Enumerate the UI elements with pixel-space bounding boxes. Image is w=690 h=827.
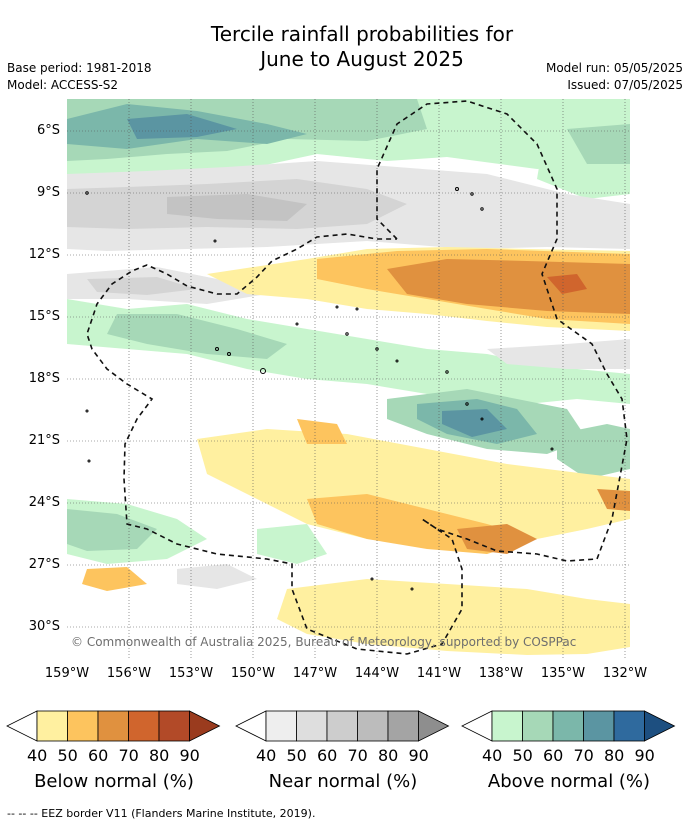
near-normal-regions bbox=[67, 161, 630, 589]
graticule bbox=[67, 99, 630, 660]
colorbar-right-extend bbox=[644, 710, 676, 742]
map-title: Tercile rainfall probabilities for June … bbox=[0, 22, 690, 72]
colorbar-segment bbox=[583, 710, 615, 742]
lon-label: 138°W bbox=[478, 666, 524, 681]
colorbar-right-extend bbox=[418, 710, 450, 742]
colorbar-tick-label: 40 bbox=[27, 746, 48, 765]
colorbar-tick-label: 90 bbox=[634, 746, 655, 765]
colorbar-near-normal bbox=[235, 710, 450, 742]
copyright-text: © Commonwealth of Australia 2025, Bureau… bbox=[71, 635, 576, 649]
colorbar-title-above: Above normal (%) bbox=[487, 771, 651, 792]
lon-label: 159°W bbox=[44, 666, 90, 681]
colorbar-tick-label: 80 bbox=[149, 746, 170, 765]
title-line-2: June to August 2025 bbox=[260, 47, 464, 71]
colorbar-tick-label: 60 bbox=[317, 746, 338, 765]
colorbar-tick-label: 80 bbox=[378, 746, 399, 765]
model-name: Model: ACCESS-S2 bbox=[7, 78, 119, 92]
colorbar-tick-label: 40 bbox=[482, 746, 503, 765]
lat-label: 24°S bbox=[28, 495, 60, 510]
colorbar-tick-label: 50 bbox=[512, 746, 533, 765]
meta-right: Model run: 05/05/2025 Issued: 07/05/2025 bbox=[546, 60, 683, 94]
colorbar-right-extend bbox=[189, 710, 221, 742]
model-run: Model run: 05/05/2025 bbox=[545, 61, 683, 75]
colorbar-segment bbox=[357, 710, 389, 742]
lon-label: 141°W bbox=[416, 666, 462, 681]
colorbar-tick-label: 90 bbox=[408, 746, 429, 765]
colorbar-segment bbox=[158, 710, 190, 742]
issued-date: Issued: 07/05/2025 bbox=[567, 78, 683, 92]
colorbar-tick-label: 70 bbox=[347, 746, 368, 765]
colorbar-tick-label: 50 bbox=[57, 746, 78, 765]
colorbar-tick-label: 90 bbox=[179, 746, 200, 765]
colorbar-left-extend bbox=[461, 710, 493, 742]
lat-label: 30°S bbox=[28, 619, 60, 634]
lat-label: 15°S bbox=[28, 309, 60, 324]
eez-borders bbox=[86, 100, 628, 655]
below-normal-regions bbox=[82, 247, 630, 655]
colorbar-tick-label: 60 bbox=[543, 746, 564, 765]
lon-label: 144°W bbox=[354, 666, 400, 681]
colorbar-tick-label: 80 bbox=[604, 746, 625, 765]
rainfall-map: © Commonwealth of Australia 2025, Bureau… bbox=[67, 99, 630, 660]
colorbar-tick-label: 70 bbox=[573, 746, 594, 765]
colorbar-segment bbox=[552, 710, 584, 742]
colorbar-tick-label: 40 bbox=[256, 746, 277, 765]
lon-label: 132°W bbox=[602, 666, 648, 681]
lat-label: 18°S bbox=[28, 371, 60, 386]
colorbar-segment bbox=[522, 710, 554, 742]
colorbar-segment bbox=[265, 710, 297, 742]
lat-label: 27°S bbox=[28, 557, 60, 572]
colorbar-segment bbox=[491, 710, 523, 742]
colorbar-segment bbox=[36, 710, 68, 742]
colorbar-title-near: Near normal (%) bbox=[268, 771, 418, 792]
colorbar-tick-label: 50 bbox=[286, 746, 307, 765]
colorbar-below-normal bbox=[6, 710, 221, 742]
colorbar-title-below: Below normal (%) bbox=[34, 771, 194, 792]
meta-left: Base period: 1981-2018 Model: ACCESS-S2 bbox=[7, 60, 152, 94]
colorbar-tick-label: 60 bbox=[88, 746, 109, 765]
lon-label: 150°W bbox=[230, 666, 276, 681]
colorbar-segment bbox=[296, 710, 328, 742]
eez-legend: -- -- -- EEZ border V11 (Flanders Marine… bbox=[7, 807, 316, 820]
colorbar-segment bbox=[326, 710, 358, 742]
lon-label: 153°W bbox=[168, 666, 214, 681]
lat-label: 21°S bbox=[28, 433, 60, 448]
lon-label: 135°W bbox=[540, 666, 586, 681]
lat-label: 9°S bbox=[36, 185, 60, 200]
colorbar-left-extend bbox=[6, 710, 38, 742]
lon-label: 156°W bbox=[106, 666, 152, 681]
colorbar-left-extend bbox=[235, 710, 267, 742]
lat-label: 6°S bbox=[36, 123, 60, 138]
base-period: Base period: 1981-2018 bbox=[7, 61, 152, 75]
lon-label: 147°W bbox=[292, 666, 338, 681]
colorbar-segment bbox=[387, 710, 419, 742]
colorbar-segment bbox=[97, 710, 129, 742]
colorbar-segment bbox=[613, 710, 645, 742]
title-line-1: Tercile rainfall probabilities for bbox=[210, 22, 514, 46]
colorbar-tick-label: 70 bbox=[118, 746, 139, 765]
colorbar-segment bbox=[67, 710, 99, 742]
lat-label: 12°S bbox=[28, 247, 60, 262]
colorbar-strip bbox=[6, 710, 676, 742]
islands bbox=[85, 187, 554, 591]
colorbar-segment bbox=[128, 710, 160, 742]
colorbar-above-normal bbox=[461, 710, 676, 742]
